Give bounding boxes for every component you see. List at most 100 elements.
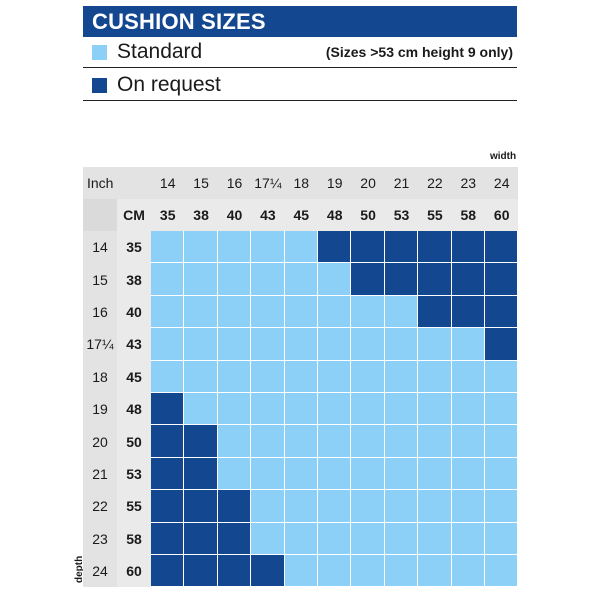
row-inch-header: 19 [83,393,117,426]
size-cell [151,231,185,264]
size-cell [184,328,218,361]
row-cm-header: 43 [117,328,151,361]
size-cell [485,263,519,296]
size-cell [184,393,218,426]
size-cell [351,425,385,458]
size-cell [151,393,185,426]
on-request-label: On request [117,73,221,96]
size-cell [384,231,419,264]
size-cell [384,490,419,523]
row-cm-header: 55 [117,490,151,523]
size-cell [351,555,385,588]
size-cell [284,360,318,393]
size-cell [184,522,218,555]
size-cell [217,555,252,588]
size-cell [451,360,485,393]
size-cell [418,490,452,523]
size-cell [184,457,218,491]
size-cell [485,490,519,523]
size-cell [251,360,285,393]
size-cell [318,490,352,523]
size-cell [384,295,419,329]
size-cell [217,360,252,393]
column-cm-header: 58 [451,199,485,231]
row-inch-header: 15 [83,263,117,296]
size-cell [318,360,352,393]
size-cell [318,231,352,264]
size-cell [384,425,419,458]
on-request-swatch [92,78,107,93]
row-cm-header: 38 [117,263,151,296]
column-cm-header: 40 [217,199,252,231]
size-cell [351,457,385,491]
size-cell [151,457,185,491]
size-cell [318,393,352,426]
size-cell [184,490,218,523]
row-inch-header: 24 [83,555,117,588]
size-cell [251,425,285,458]
size-cell [318,522,352,555]
size-cell [318,555,352,588]
size-cell [318,295,352,329]
size-cell [284,328,318,361]
size-cell [418,393,452,426]
size-cell [418,522,452,555]
sizes-note: (Sizes >53 cm height 9 only) [325,44,513,60]
row-cm-header: 45 [117,360,151,393]
column-inch-header: 14 [151,167,185,199]
size-cell [151,295,185,329]
size-cell [184,231,218,264]
size-cell [151,360,185,393]
size-cell [151,555,185,588]
size-cell [451,295,485,329]
size-cell [351,360,385,393]
size-cell [451,490,485,523]
width-axis-label: width [490,151,517,162]
size-cell [384,522,419,555]
size-cell [284,263,318,296]
column-inch-header: 23 [451,167,485,199]
size-cell [217,393,252,426]
row-cm-header: 35 [117,231,151,264]
size-cell [351,393,385,426]
size-cell [217,263,252,296]
size-cell [184,295,218,329]
size-cell [151,328,185,361]
row-inch-header: 20 [83,425,117,458]
size-cell [418,457,452,491]
size-cell [217,522,252,555]
size-cell [384,360,419,393]
size-cell [284,457,318,491]
row-inch-header: 17¼ [83,328,117,361]
size-cell [284,231,318,264]
size-cell [418,360,452,393]
size-cell [451,522,485,555]
size-cell [418,263,452,296]
size-cell [351,522,385,555]
column-inch-header: 21 [384,167,419,199]
size-cell [251,263,285,296]
column-inch-header: 19 [318,167,352,199]
size-cell [485,360,519,393]
size-cell [151,263,185,296]
column-cm-header: 50 [351,199,385,231]
size-cell [217,231,252,264]
corner-blank [83,199,117,231]
inch-header-label: Inch [83,167,151,199]
standard-swatch [92,45,107,60]
size-cell [284,425,318,458]
row-cm-header: 58 [117,522,151,555]
size-cell [451,328,485,361]
size-cell [284,522,318,555]
size-cell [384,457,419,491]
size-cell [251,393,285,426]
page-title: CUSHION SIZES [83,6,517,37]
column-inch-header: 17¼ [251,167,285,199]
column-cm-header: 35 [151,199,185,231]
size-cell [284,295,318,329]
column-inch-header: 22 [418,167,452,199]
size-cell [451,425,485,458]
size-cell [284,490,318,523]
size-cell [485,425,519,458]
size-cell [318,263,352,296]
